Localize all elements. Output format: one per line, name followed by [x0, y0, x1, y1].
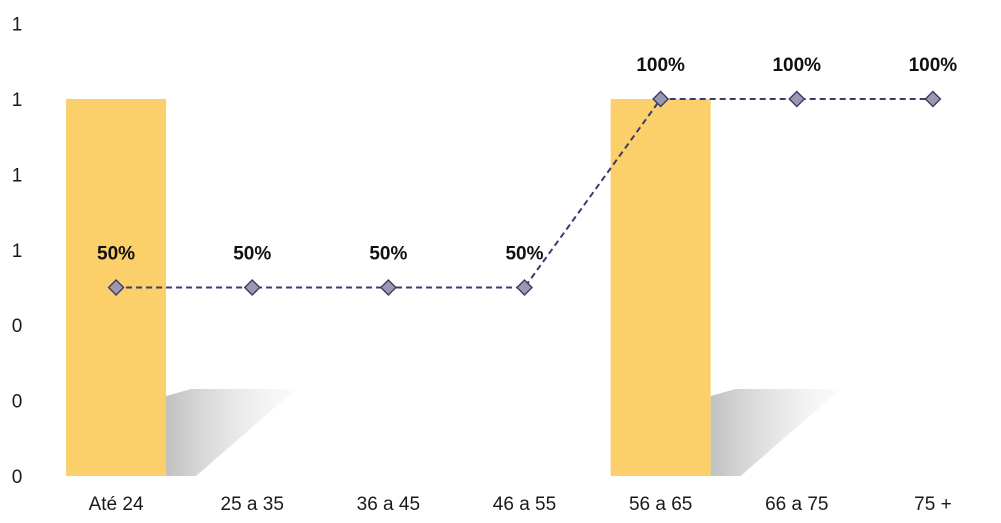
line-series-layer [107, 90, 942, 296]
data-label: 50% [505, 244, 543, 265]
x-tick-label: 46 a 55 [493, 494, 556, 515]
line-marker [652, 90, 670, 108]
x-tick-label: 25 a 35 [221, 494, 284, 515]
x-tick-label: 75 + [914, 494, 952, 515]
data-label: 100% [909, 55, 958, 76]
line-marker [924, 90, 942, 108]
data-label-layer: 50% 50% 50% 50% 100% 100% 100% [97, 55, 957, 265]
y-tick-label: 1 [12, 90, 23, 111]
y-tick-label: 0 [12, 392, 23, 413]
y-tick-label: 1 [12, 165, 23, 186]
data-label: 50% [233, 244, 271, 265]
line-marker [788, 90, 806, 108]
x-tick-label: Até 24 [89, 494, 144, 515]
x-tick-label: 66 a 75 [765, 494, 828, 515]
data-label: 50% [369, 244, 407, 265]
y-tick-label: 0 [12, 316, 23, 337]
x-axis: Até 24 25 a 35 36 a 45 46 a 55 56 a 65 66 a 7… [89, 494, 952, 515]
data-label: 100% [636, 55, 685, 76]
line-marker [379, 279, 397, 296]
line-marker [516, 279, 533, 296]
x-tick-label: 36 a 45 [357, 494, 420, 515]
bar [610, 99, 711, 476]
y-axis: 0 0 0 1 1 1 1 [12, 15, 23, 488]
line-marker [243, 279, 261, 296]
data-label: 100% [772, 55, 821, 76]
y-tick-label: 1 [12, 15, 23, 36]
data-label: 50% [97, 244, 135, 265]
bar-shadow-layer [166, 389, 841, 476]
bar-shadow [710, 389, 841, 476]
x-tick-label: 56 a 65 [629, 494, 692, 515]
bar-shadow [166, 389, 297, 476]
y-tick-label: 1 [12, 241, 23, 262]
line-marker [107, 279, 125, 296]
y-tick-label: 0 [12, 467, 23, 488]
